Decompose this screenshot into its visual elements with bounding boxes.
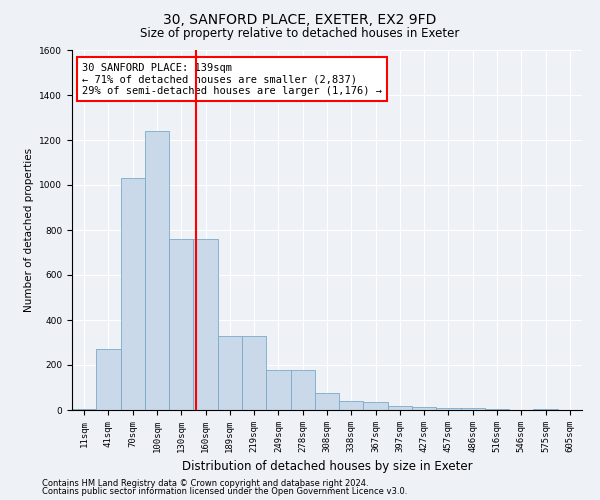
Bar xyxy=(145,131,169,410)
Bar xyxy=(121,178,145,410)
Bar xyxy=(436,408,461,410)
Bar xyxy=(72,409,96,410)
X-axis label: Distribution of detached houses by size in Exeter: Distribution of detached houses by size … xyxy=(182,460,472,473)
Bar xyxy=(218,336,242,410)
Text: 30, SANFORD PLACE, EXETER, EX2 9FD: 30, SANFORD PLACE, EXETER, EX2 9FD xyxy=(163,12,437,26)
Bar xyxy=(266,370,290,410)
Bar xyxy=(364,402,388,410)
Bar xyxy=(193,239,218,410)
Bar xyxy=(388,406,412,410)
Text: Contains public sector information licensed under the Open Government Licence v3: Contains public sector information licen… xyxy=(42,487,407,496)
Bar xyxy=(315,393,339,410)
Bar xyxy=(290,370,315,410)
Bar xyxy=(339,401,364,410)
Text: Size of property relative to detached houses in Exeter: Size of property relative to detached ho… xyxy=(140,28,460,40)
Text: Contains HM Land Registry data © Crown copyright and database right 2024.: Contains HM Land Registry data © Crown c… xyxy=(42,478,368,488)
Bar xyxy=(412,406,436,410)
Text: 30 SANFORD PLACE: 139sqm
← 71% of detached houses are smaller (2,837)
29% of sem: 30 SANFORD PLACE: 139sqm ← 71% of detach… xyxy=(82,62,382,96)
Bar xyxy=(461,408,485,410)
Bar xyxy=(96,349,121,410)
Bar xyxy=(169,239,193,410)
Bar xyxy=(533,409,558,410)
Y-axis label: Number of detached properties: Number of detached properties xyxy=(24,148,34,312)
Bar xyxy=(485,409,509,410)
Bar xyxy=(242,336,266,410)
